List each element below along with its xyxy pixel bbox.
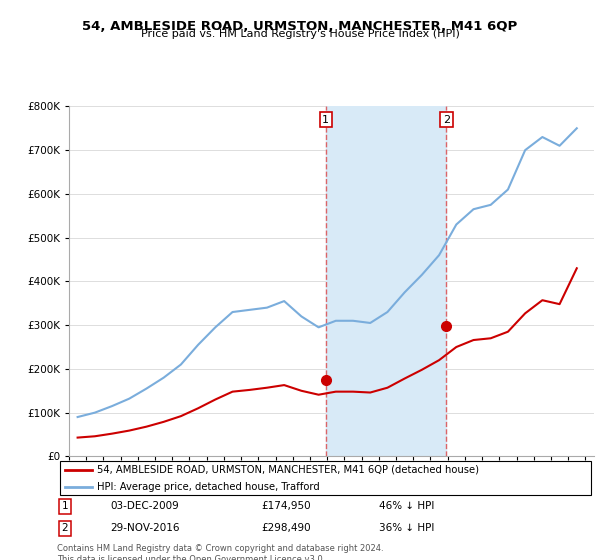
Bar [326,106,446,456]
Text: 54, AMBLESIDE ROAD, URMSTON, MANCHESTER, M41 6QP: 54, AMBLESIDE ROAD, URMSTON, MANCHESTER,… [82,20,518,32]
Text: 1: 1 [62,501,68,511]
Text: HPI: Average price, detached house, Trafford: HPI: Average price, detached house, Traf… [97,482,320,492]
Text: £174,950: £174,950 [261,501,311,511]
Text: 54, AMBLESIDE ROAD, URMSTON, MANCHESTER, M41 6QP (detached house): 54, AMBLESIDE ROAD, URMSTON, MANCHESTER,… [97,465,479,475]
Text: 36% ↓ HPI: 36% ↓ HPI [379,523,434,533]
Text: 2: 2 [443,115,450,124]
Text: £298,490: £298,490 [261,523,311,533]
Text: Price paid vs. HM Land Registry's House Price Index (HPI): Price paid vs. HM Land Registry's House … [140,29,460,39]
Text: 03-DEC-2009: 03-DEC-2009 [111,501,179,511]
Text: Contains HM Land Registry data © Crown copyright and database right 2024.
This d: Contains HM Land Registry data © Crown c… [57,544,383,560]
Text: 29-NOV-2016: 29-NOV-2016 [111,523,180,533]
Text: 46% ↓ HPI: 46% ↓ HPI [379,501,434,511]
Text: 2: 2 [62,523,68,533]
FancyBboxPatch shape [59,461,592,495]
Text: 1: 1 [322,115,329,124]
